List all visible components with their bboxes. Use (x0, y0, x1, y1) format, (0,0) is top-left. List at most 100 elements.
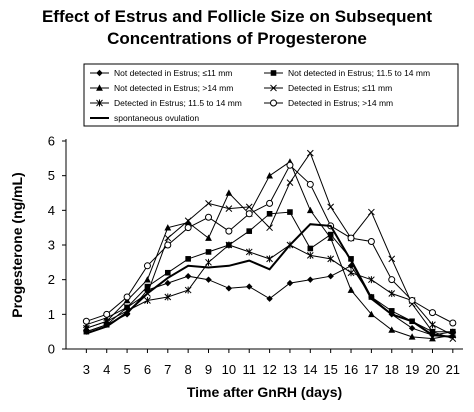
legend-label: Not detected in Estrus; ≤11 mm (114, 68, 232, 78)
legend-marker (96, 69, 103, 77)
data-point (225, 241, 233, 249)
x-tick-label: 6 (144, 362, 151, 377)
legend-marker (270, 84, 277, 92)
data-point (164, 241, 172, 249)
data-point (82, 317, 90, 325)
data-point (205, 258, 212, 266)
legend-marker (96, 84, 103, 91)
x-tick-label: 5 (123, 362, 130, 377)
x-tick-label: 11 (242, 362, 256, 377)
data-point (266, 211, 273, 217)
y-tick-label: 5 (48, 168, 55, 183)
data-point (388, 276, 396, 284)
chart-title-line-2: Concentrations of Progesterone (107, 29, 367, 48)
y-tick-label: 4 (48, 203, 55, 218)
data-point (184, 217, 192, 225)
data-point (287, 209, 293, 215)
data-point (327, 203, 335, 211)
data-point (347, 234, 355, 242)
data-point (144, 276, 151, 283)
data-point (408, 296, 416, 304)
x-tick-label: 12 (262, 362, 276, 377)
data-point (286, 161, 294, 169)
data-point (306, 251, 314, 259)
y-tick-label: 6 (48, 134, 55, 149)
data-point (388, 290, 396, 298)
data-point (266, 172, 273, 179)
data-point (164, 224, 172, 231)
series-6 (82, 161, 457, 327)
data-point (388, 255, 396, 263)
data-point (184, 218, 192, 226)
data-point (225, 205, 233, 212)
data-point (184, 273, 192, 280)
data-point (164, 279, 171, 287)
data-point (205, 249, 212, 255)
legend-marker (270, 99, 277, 107)
x-tick-label: 21 (446, 362, 460, 377)
series-layer (82, 149, 457, 342)
data-point (306, 149, 314, 157)
legend-item: Detected in Estrus; ≤11 mm (264, 83, 392, 93)
data-point (205, 234, 212, 241)
data-point (266, 224, 273, 232)
data-point (307, 276, 314, 283)
x-tick-label: 17 (364, 362, 378, 377)
x-tick-label: 8 (185, 362, 192, 377)
legend-item: Detected in Estrus; >14 mm (264, 98, 393, 108)
series-line (86, 152, 453, 340)
series-line (86, 161, 453, 340)
x-tick-label: 15 (323, 362, 337, 377)
series-3 (82, 158, 457, 342)
data-point (428, 309, 436, 317)
legend-label: Not detected in Estrus; >14 mm (114, 83, 233, 93)
x-tick-label: 7 (164, 362, 171, 377)
data-point (307, 245, 314, 252)
chart-title: Effect of Estrus and Follicle Size on Su… (0, 6, 474, 50)
legend-item: Not detected in Estrus; 11.5 to 14 mm (264, 68, 430, 78)
x-tick-label: 16 (344, 362, 358, 377)
x-axis-title: Time after GnRH (days) (187, 384, 342, 400)
data-point (246, 228, 253, 234)
series-line (86, 223, 453, 338)
series-7 (86, 223, 453, 338)
legend-label: spontaneous ovulation (114, 113, 199, 123)
series-5 (83, 241, 457, 339)
legend-item: Not detected in Estrus; >14 mm (90, 83, 233, 93)
x-tick-label: 3 (83, 362, 90, 377)
data-point (246, 283, 253, 290)
x-tick-label: 14 (303, 362, 317, 377)
data-point (347, 269, 355, 277)
data-point (143, 262, 151, 270)
legend-item: Not detected in Estrus; ≤11 mm (90, 68, 232, 78)
data-point (103, 317, 111, 325)
data-point (408, 325, 416, 332)
data-point (205, 200, 212, 207)
data-point (164, 234, 172, 242)
data-point (225, 285, 233, 292)
legend: Not detected in Estrus; ≤11 mm Not detect… (83, 63, 459, 127)
data-point (205, 276, 212, 283)
data-point (388, 308, 395, 314)
y-tick-label: 2 (48, 272, 55, 287)
data-point (83, 324, 90, 332)
x-tick-label: 20 (425, 362, 439, 377)
x-tick-label: 13 (283, 362, 297, 377)
data-point (266, 295, 273, 302)
data-point (225, 227, 233, 235)
legend-label: Detected in Estrus; ≤11 mm (288, 83, 392, 93)
data-point (286, 279, 294, 287)
data-point (388, 326, 396, 333)
data-point (286, 179, 294, 186)
data-point (367, 310, 375, 318)
data-point (205, 213, 213, 221)
data-point (144, 296, 151, 304)
x-tick-label: 10 (222, 362, 236, 377)
chart-title-line-1: Effect of Estrus and Follicle Size on Su… (41, 7, 433, 26)
data-point (266, 199, 274, 207)
series-4 (83, 149, 457, 342)
data-point (245, 248, 253, 256)
data-point (368, 276, 375, 284)
